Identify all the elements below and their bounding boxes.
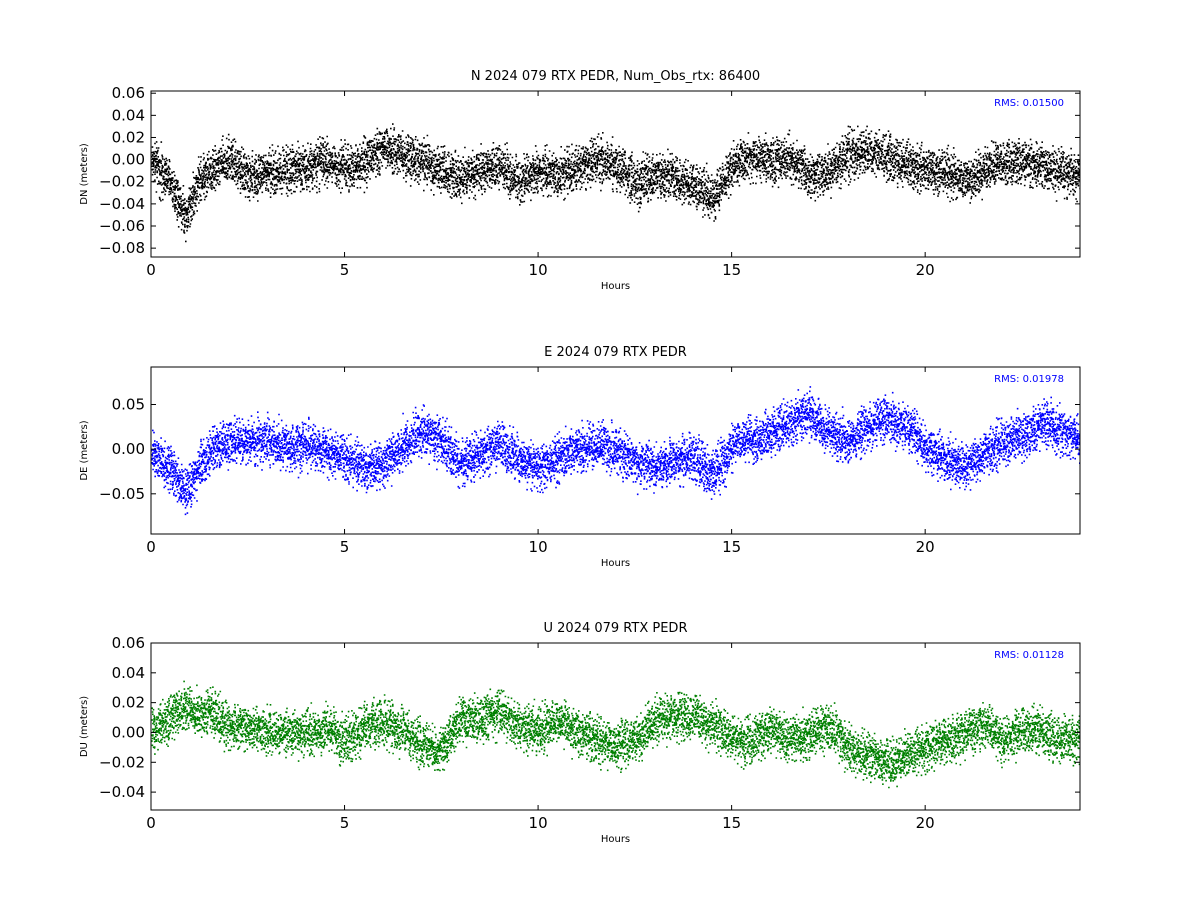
panel-east: E 2024 079 RTX PEDR Hours DE (meters) 0 5 10 1…	[79, 345, 1081, 569]
scatter-series-up	[151, 680, 1080, 789]
y-tick-label: −0.02	[99, 173, 145, 191]
x-tick-label: 0	[146, 814, 156, 832]
x-tick-label: 20	[916, 814, 935, 832]
x-tick-label: 10	[529, 814, 548, 832]
y-tick-label: 0.02	[112, 694, 145, 712]
x-tick-label: 15	[722, 261, 741, 279]
x-tick-label: 5	[340, 538, 350, 556]
x-axis-label-north: Hours	[601, 281, 630, 292]
y-tick-label: −0.05	[99, 485, 145, 503]
x-axis-label-up: Hours	[601, 834, 630, 845]
y-tick-label: 0.00	[112, 723, 145, 741]
y-tick-label: 0.04	[112, 106, 145, 124]
x-tick-label: 5	[340, 261, 350, 279]
x-tick-label: 0	[146, 261, 156, 279]
x-tick-label: 20	[916, 538, 935, 556]
scatter-series-east	[151, 386, 1080, 516]
y-tick-label: 0.06	[112, 84, 145, 102]
rms-annotation-up: RMS: 0.01128	[994, 650, 1064, 661]
y-axis-label-north: DN (meters)	[79, 143, 90, 205]
axes-frame-north	[150, 90, 1081, 258]
rms-annotation-north: RMS: 0.01500	[994, 98, 1064, 109]
y-axis-label-up: DU (meters)	[79, 696, 90, 757]
axes-frame-up	[150, 642, 1081, 811]
x-tick-label: 0	[146, 538, 156, 556]
scatter-points-up	[151, 680, 1080, 789]
x-tick-label: 10	[529, 261, 548, 279]
chart-title-north: N 2024 079 RTX PEDR, Num_Obs_rtx: 86400	[471, 69, 760, 84]
x-tick-label: 20	[916, 261, 935, 279]
y-tick-label: −0.02	[99, 753, 145, 771]
y-tick-label: 0.00	[112, 440, 145, 458]
y-tick-label: −0.08	[99, 239, 145, 257]
y-tick-label: −0.06	[99, 217, 145, 235]
x-tick-label: 15	[722, 538, 741, 556]
y-tick-label: 0.06	[112, 634, 145, 652]
x-tick-label: 15	[722, 814, 741, 832]
x-tick-label: 5	[340, 814, 350, 832]
scatter-series-north	[151, 123, 1080, 243]
y-tick-label: 0.05	[112, 396, 145, 414]
y-tick-label: 0.02	[112, 128, 145, 146]
panel-up: U 2024 079 RTX PEDR Hours DU (meters) 0 5 10 1…	[79, 621, 1081, 845]
panel-north: N 2024 079 RTX PEDR, Num_Obs_rtx: 86400 H…	[79, 69, 1081, 292]
y-axis-label-east: DE (meters)	[79, 420, 90, 480]
chart-title-east: E 2024 079 RTX PEDR	[544, 345, 687, 360]
scatter-points-north	[151, 123, 1080, 243]
y-tick-label: −0.04	[99, 195, 145, 213]
y-tick-label: −0.04	[99, 783, 145, 801]
y-tick-label: 0.04	[112, 664, 145, 682]
chart-title-up: U 2024 079 RTX PEDR	[544, 621, 688, 636]
scatter-points-east	[151, 386, 1080, 516]
y-tick-label: 0.00	[112, 151, 145, 169]
rms-annotation-east: RMS: 0.01978	[994, 374, 1064, 385]
x-axis-label-east: Hours	[601, 558, 630, 569]
axes-frame-east	[150, 366, 1081, 535]
x-tick-label: 10	[529, 538, 548, 556]
